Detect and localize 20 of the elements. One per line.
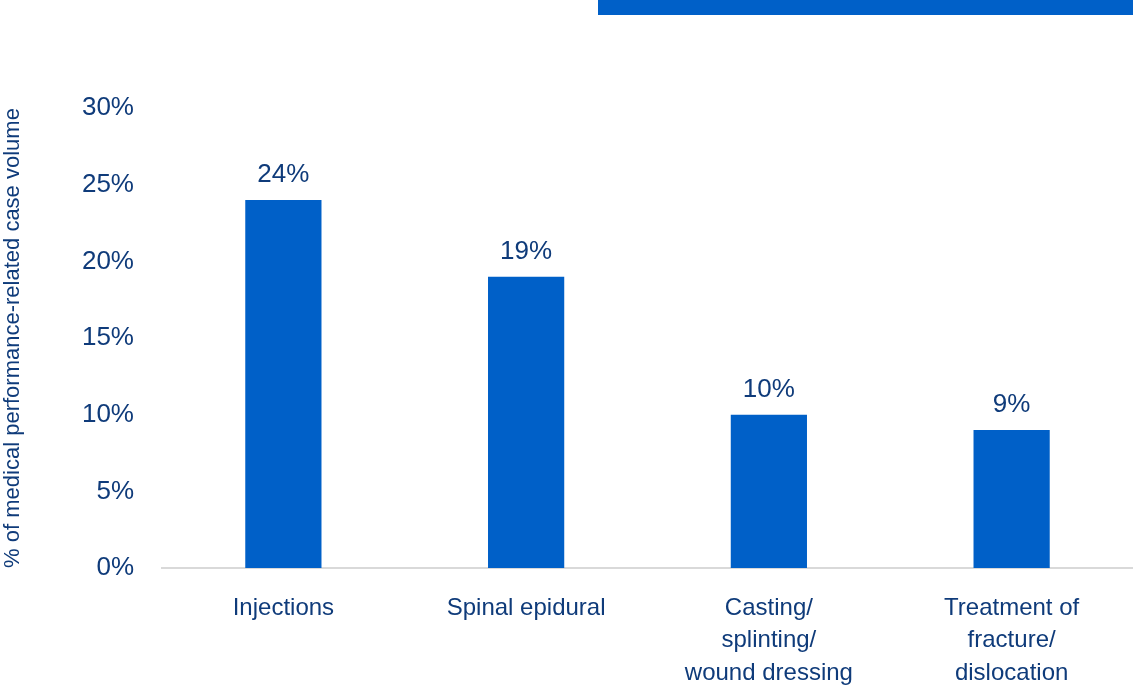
x-tick-label: Casting/ splinting/ wound dressing <box>683 592 853 685</box>
x-tick-label: Injections <box>232 592 335 620</box>
data-label: 9% <box>992 388 1031 419</box>
y-tick-label: 30% <box>81 91 134 122</box>
data-label: 19% <box>500 234 553 265</box>
bar <box>730 414 807 568</box>
data-label: 10% <box>742 372 795 403</box>
bar <box>488 276 565 568</box>
data-label: 24% <box>257 158 310 189</box>
y-tick-label: 15% <box>81 321 134 352</box>
bar <box>245 200 322 568</box>
y-axis-title: % of medical performance-related case volume <box>0 108 25 568</box>
y-tick-label: 25% <box>81 167 134 198</box>
x-tick-label: Treatment of fracture/ dislocation <box>944 592 1080 685</box>
y-tick-label: 20% <box>81 244 134 275</box>
y-tick-label: 10% <box>81 397 134 428</box>
y-tick-label: 0% <box>96 551 134 582</box>
bar <box>973 430 1050 568</box>
x-tick-label: Spinal epidural <box>446 592 606 620</box>
y-tick-label: 5% <box>96 474 134 505</box>
